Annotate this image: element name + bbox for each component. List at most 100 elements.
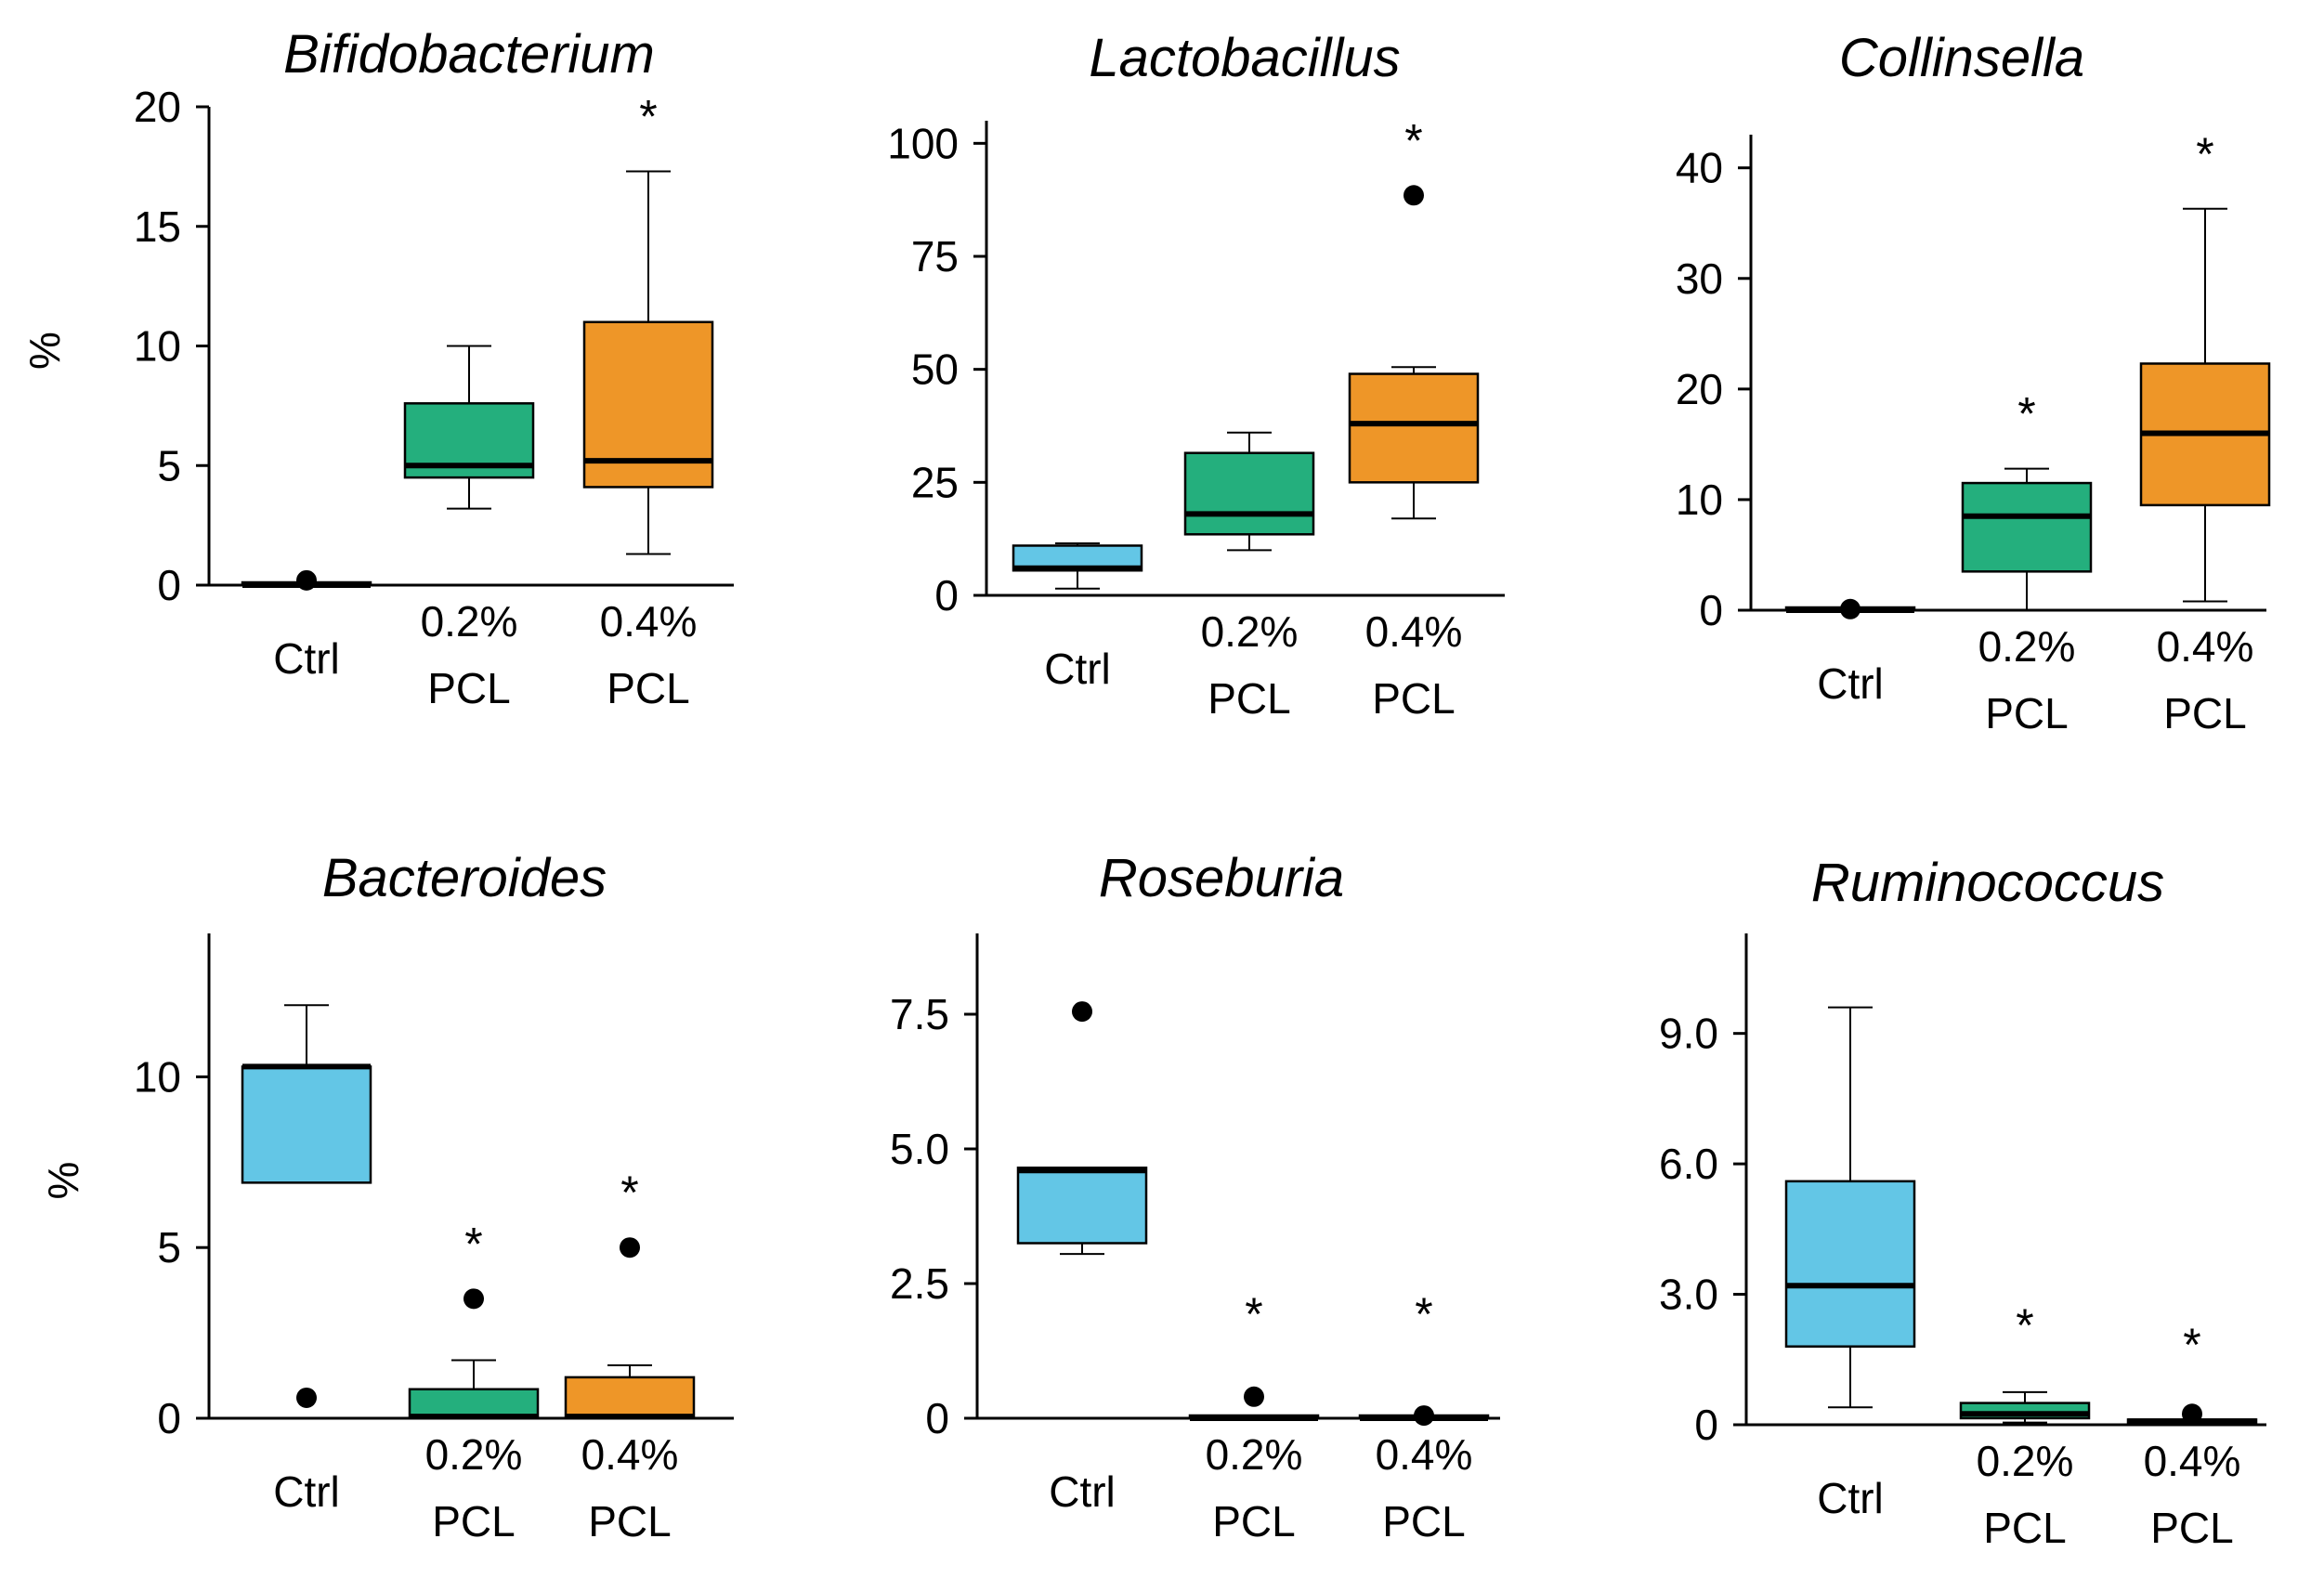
box-group-ctrl: Ctrl — [1784, 1006, 1916, 1522]
significance-marker: * — [2196, 128, 2213, 180]
x-category-label: PCL — [588, 1497, 671, 1545]
significance-marker: * — [1245, 1288, 1262, 1340]
y-tick-label: 100 — [887, 119, 959, 167]
outlier-point — [1244, 1386, 1264, 1407]
outlier-point — [2182, 1403, 2202, 1425]
y-tick-label: 7.5 — [890, 990, 949, 1038]
x-category-label: Ctrl — [273, 1467, 340, 1516]
panel-title: Collinsella — [1839, 28, 2084, 88]
y-axis-label: % — [39, 1162, 87, 1200]
x-category-label: PCL — [1212, 1497, 1295, 1545]
y-tick-label: 75 — [911, 232, 959, 280]
box-group-0-4-pcl: * 0.4% PCL — [2139, 128, 2271, 737]
box-group-ctrl: Ctrl — [1012, 542, 1143, 693]
x-category-label: Ctrl — [1817, 659, 1884, 708]
y-tick-label: 0 — [925, 1394, 949, 1442]
x-category-label: 0.2% — [421, 597, 518, 646]
x-category-label: Ctrl — [273, 634, 340, 683]
y-tick-label: 0 — [157, 1394, 181, 1442]
significance-marker: * — [620, 1167, 638, 1219]
y-tick-label: 0 — [1699, 586, 1723, 634]
y-tick-label: 5.0 — [890, 1125, 949, 1173]
box-group-0-4-pcl: * 0.4% PCL — [582, 91, 714, 712]
x-category-label: Ctrl — [1049, 1467, 1116, 1516]
significance-marker: * — [2016, 1299, 2033, 1351]
box-group-0-4-pcl: * 0.4% PCL — [1358, 1288, 1490, 1545]
x-category-label: PCL — [1372, 674, 1455, 723]
box — [1183, 451, 1315, 536]
x-category-label: 0.4% — [2144, 1437, 2241, 1485]
y-tick-label: 6.0 — [1659, 1140, 1718, 1188]
significance-marker: * — [1415, 1288, 1432, 1340]
x-category-label: PCL — [1985, 689, 2068, 737]
box — [564, 1376, 696, 1418]
panel-title: Roseburia — [1099, 848, 1344, 908]
y-tick-label: 10 — [134, 322, 181, 371]
panel-title: Bifidobacterium — [283, 24, 655, 85]
box — [1784, 1180, 1916, 1348]
significance-marker: * — [464, 1218, 482, 1270]
outlier-point — [296, 569, 317, 591]
y-tick-label: 30 — [1676, 254, 1723, 303]
y-tick-label: 10 — [134, 1052, 181, 1101]
panel-ruminococcus: Ruminococcus 0 3.0 6.0 9.0 Ctrl * 0.2% PCL * 0.4% P… — [1659, 853, 2266, 1552]
x-category-label: Ctrl — [1817, 1474, 1884, 1522]
y-tick-label: 0 — [157, 561, 181, 609]
outlier-point — [620, 1237, 640, 1258]
panel-roseburia: Roseburia 0 2.5 5.0 7.5 Ctrl * 0.2% PCL * 0.4% PCL — [890, 848, 1500, 1545]
y-tick-label: 9.0 — [1659, 1010, 1718, 1058]
y-tick-label: 10 — [1676, 476, 1723, 524]
outlier-point — [1414, 1405, 1434, 1427]
y-tick-label: 25 — [911, 458, 959, 506]
box — [408, 1388, 540, 1418]
x-category-label: 0.4% — [2157, 622, 2254, 671]
box-group-ctrl: Ctrl — [1784, 598, 1916, 708]
x-category-label: PCL — [1983, 1504, 2066, 1552]
x-category-label: 0.2% — [1206, 1430, 1303, 1479]
box-group-0-2-pcl: 0.2% PCL — [403, 345, 535, 712]
box-group-0-4-pcl: * 0.4% PCL — [564, 1167, 696, 1545]
x-category-label: 0.4% — [581, 1430, 679, 1479]
box-group-0-2-pcl: * 0.2% PCL — [408, 1218, 540, 1545]
y-tick-label: 5 — [157, 441, 181, 489]
y-tick-label: 20 — [134, 83, 181, 131]
y-tick-label: 0 — [934, 571, 959, 619]
box — [1016, 1167, 1148, 1245]
x-category-label: 0.2% — [1977, 1437, 2074, 1485]
x-category-label: 0.4% — [1376, 1430, 1473, 1479]
box — [241, 1065, 372, 1184]
panel-collinsella: Collinsella 0 10 20 30 40 Ctrl * 0.2% PCL * 0.4% PCL — [1676, 28, 2271, 737]
x-category-label: PCL — [607, 664, 689, 712]
x-category-label: Ctrl — [1044, 645, 1111, 693]
x-category-label: PCL — [2150, 1504, 2233, 1552]
y-tick-label: 20 — [1676, 365, 1723, 413]
y-tick-label: 2.5 — [890, 1259, 949, 1308]
x-category-label: PCL — [427, 664, 510, 712]
x-category-label: PCL — [2163, 689, 2246, 737]
box — [1348, 372, 1480, 484]
significance-marker: * — [1404, 114, 1422, 166]
y-tick-label: 5 — [157, 1223, 181, 1271]
outlier-point — [463, 1288, 484, 1310]
box-group-ctrl: Ctrl — [1016, 1001, 1148, 1516]
box-group-0-2-pcl: * 0.2% PCL — [1961, 388, 2093, 737]
outlier-point — [1404, 185, 1424, 206]
panel-title: Ruminococcus — [1811, 853, 2164, 913]
box-group-ctrl: Ctrl — [241, 569, 372, 683]
x-category-label: 0.4% — [600, 597, 698, 646]
y-axis-label: % — [20, 332, 69, 370]
panel-title: Bacteroides — [322, 848, 607, 908]
box-group-ctrl: Ctrl — [241, 1004, 372, 1516]
significance-marker: * — [2017, 388, 2035, 440]
outlier-point — [1072, 1001, 1092, 1023]
y-tick-label: 0 — [1694, 1401, 1718, 1449]
x-category-label: 0.4% — [1365, 607, 1463, 656]
y-tick-label: 15 — [134, 202, 181, 251]
panel-title: Lactobacillus — [1089, 28, 1400, 88]
panel-lactobacillus: Lactobacillus 0 25 50 75 100 Ctrl 0.2% PCL * 0.4% P… — [887, 28, 1505, 723]
x-category-label: 0.2% — [1201, 607, 1299, 656]
y-tick-label: 3.0 — [1659, 1271, 1718, 1319]
box-group-0-4-pcl: * 0.4% PCL — [1348, 114, 1480, 723]
y-tick-label: 40 — [1676, 144, 1723, 192]
